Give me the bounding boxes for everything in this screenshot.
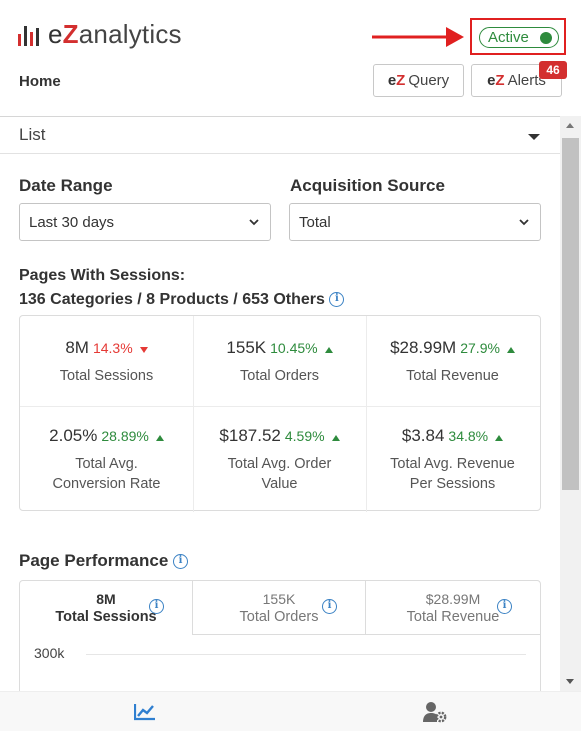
alerts-button-label: Alerts — [507, 72, 546, 89]
alerts-count-badge: 46 — [539, 61, 567, 79]
logo-bars-icon — [18, 24, 39, 46]
y-axis-label: 300k — [34, 645, 65, 661]
up-arrow-icon — [495, 435, 504, 441]
status-highlight: Active — [470, 18, 566, 55]
info-icon[interactable]: i — [329, 292, 345, 308]
caret-down-icon — [528, 134, 540, 140]
kpi-summary-card: 8M 14.3% Total Sessions 155K 10.45% Total … — [19, 315, 541, 512]
scroll-up-arrow-icon[interactable] — [566, 123, 574, 128]
chevron-down-icon — [519, 219, 529, 226]
date-range-select[interactable]: Last 30 days — [19, 203, 271, 241]
app-header: eZanalytics Active Home eZ Query eZ Aler… — [0, 0, 581, 116]
kpi-total-revenue: $28.99M 27.9% Total Revenue — [366, 338, 539, 386]
info-icon[interactable]: i — [173, 554, 189, 570]
page-performance-title: Page Performance i — [19, 551, 189, 571]
date-range-label: Date Range — [19, 176, 113, 195]
chart-gridline — [86, 654, 526, 655]
info-icon[interactable]: i — [497, 599, 512, 614]
query-button-label: Query — [408, 72, 450, 89]
kpi-conversion-rate: 2.05% 28.89% Total Avg. Conversion Rate — [20, 426, 193, 494]
chevron-down-icon — [249, 219, 259, 226]
up-arrow-icon — [155, 435, 164, 441]
up-arrow-icon — [331, 435, 340, 441]
active-toggle-label: Active — [488, 29, 529, 46]
scroll-down-arrow-icon[interactable] — [566, 679, 574, 684]
info-icon[interactable]: i — [149, 599, 164, 614]
pages-counts: 136 Categories / 8 Products / 653 Others — [19, 291, 325, 308]
toggle-knob — [540, 31, 552, 44]
kpi-avg-revenue-per-session: $3.84 34.8% Total Avg. Revenue Per Session… — [390, 426, 515, 492]
acquisition-source-label: Acquisition Source — [290, 176, 445, 195]
scrollbar-thumb[interactable] — [562, 138, 579, 490]
nav-analytics[interactable] — [0, 692, 290, 731]
ez-query-button[interactable]: eZ Query — [373, 64, 464, 97]
page-performance-card: 8M Total Sessions i 155K Total Orders i … — [19, 580, 541, 691]
brand-logo: eZanalytics — [18, 19, 182, 50]
main-content: List Date Range Last 30 days Acquisition… — [0, 116, 560, 691]
home-label: Home — [19, 73, 61, 90]
nav-user-settings[interactable] — [290, 692, 580, 731]
red-arrow-icon — [372, 27, 464, 47]
trend-chart-icon — [134, 704, 155, 721]
view-selector-value: List — [19, 125, 46, 144]
pages-with-sessions-title: Pages With Sessions: 136 Categories / 8 … — [19, 264, 345, 312]
down-arrow-icon — [139, 347, 148, 353]
tab-total-revenue[interactable]: $28.99M Total Revenue i — [366, 581, 540, 635]
user-settings-icon — [423, 702, 447, 723]
info-icon[interactable]: i — [322, 599, 337, 614]
brand-name: eZanalytics — [48, 19, 182, 49]
bottom-navigation — [0, 691, 581, 731]
up-arrow-icon — [324, 347, 333, 353]
view-selector[interactable]: List — [0, 117, 560, 154]
vertical-scrollbar[interactable] — [560, 116, 581, 691]
acquisition-source-value: Total — [299, 213, 331, 231]
tab-total-sessions[interactable]: 8M Total Sessions i — [20, 581, 193, 635]
kpi-total-orders: 155K 10.45% Total Orders — [193, 338, 366, 386]
active-toggle[interactable]: Active — [479, 27, 559, 48]
kpi-avg-order-value: $187.52 4.59% Total Avg. Order Value — [193, 426, 366, 494]
tab-total-orders[interactable]: 155K Total Orders i — [193, 581, 366, 635]
up-arrow-icon — [506, 347, 515, 353]
acquisition-source-select[interactable]: Total — [289, 203, 541, 241]
kpi-total-sessions: 8M 14.3% Total Sessions — [59, 338, 154, 384]
date-range-value: Last 30 days — [29, 213, 115, 231]
